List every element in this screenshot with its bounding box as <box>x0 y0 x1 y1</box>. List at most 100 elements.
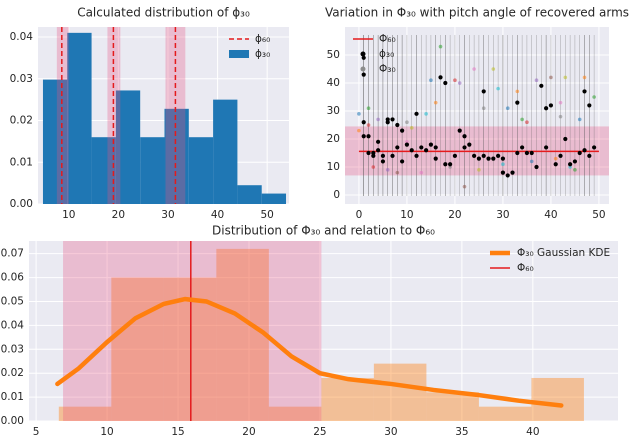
y-tick-label: 10 <box>327 161 340 173</box>
x-tick-label: 20 <box>448 209 461 221</box>
y-tick-label: 0.04 <box>1 319 25 331</box>
chart-title: Calculated distribution of ϕ₃₀ <box>77 6 250 20</box>
point <box>592 145 597 150</box>
point <box>592 95 596 99</box>
x-tick-label: 10 <box>400 209 413 221</box>
point <box>443 162 448 167</box>
point <box>481 89 486 94</box>
x-tick-label: 40 <box>544 209 557 221</box>
legend-label: Φ₃₀ <box>379 63 396 75</box>
point <box>371 153 376 158</box>
x-tick-label: 40 <box>211 209 224 221</box>
point <box>587 153 592 158</box>
point <box>395 170 400 175</box>
y-tick-label: 0.02 <box>1 367 24 379</box>
point <box>553 156 558 161</box>
point <box>568 162 573 167</box>
chart-title: Distribution of Φ₃₀ and relation to Φ₆₀ <box>212 224 435 238</box>
point <box>453 78 457 83</box>
point <box>457 128 462 133</box>
point <box>515 100 520 105</box>
histogram-bar <box>237 185 262 204</box>
point <box>476 156 482 161</box>
point <box>577 117 582 122</box>
histogram-bar <box>321 377 374 421</box>
histogram-bar <box>188 137 214 204</box>
x-tick-label: 30 <box>384 426 397 438</box>
legend-swatch <box>229 50 249 58</box>
point <box>404 142 410 147</box>
point <box>534 78 539 83</box>
y-tick-label: 0.03 <box>1 343 24 355</box>
chart-title: Variation in Φ₃₀ with pitch angle of rec… <box>325 6 629 20</box>
point <box>380 153 386 158</box>
point <box>582 148 587 153</box>
point <box>429 78 433 83</box>
histogram-bar <box>268 406 322 421</box>
x-tick-label: 0 <box>356 209 363 221</box>
point <box>385 168 390 172</box>
point <box>457 81 462 85</box>
point <box>376 139 381 144</box>
histogram-bar <box>216 248 269 421</box>
legend-swatch <box>360 66 366 72</box>
point <box>409 126 414 130</box>
y-tick-label: 0.06 <box>1 272 25 284</box>
point <box>448 162 453 167</box>
point <box>496 153 501 158</box>
kde-line <box>55 296 564 408</box>
point <box>524 150 530 156</box>
legend-label: ϕ₆₀ <box>255 33 270 45</box>
point <box>361 120 366 125</box>
y-tick-label: 0.01 <box>1 391 24 403</box>
point <box>520 117 524 122</box>
point <box>419 170 424 175</box>
point <box>568 165 572 169</box>
point <box>500 156 506 161</box>
point <box>361 72 366 77</box>
point <box>481 153 486 158</box>
y-tick-label: 30 <box>327 105 340 117</box>
point <box>405 140 409 144</box>
x-tick-label: 15 <box>171 426 184 438</box>
point <box>452 153 458 158</box>
point <box>573 168 577 172</box>
point <box>558 100 563 105</box>
point <box>472 153 477 158</box>
point <box>371 165 376 169</box>
y-tick-label: 0.00 <box>1 415 24 427</box>
point <box>529 150 534 156</box>
point <box>433 145 438 150</box>
point <box>376 117 380 122</box>
point <box>419 145 424 150</box>
point <box>577 150 582 156</box>
point <box>390 117 395 122</box>
point <box>438 44 443 49</box>
point <box>491 156 496 161</box>
x-tick-label: 20 <box>242 426 255 438</box>
point <box>357 128 361 133</box>
point <box>525 120 529 125</box>
point <box>572 159 578 164</box>
y-tick-label: 0.01 <box>10 156 33 168</box>
histogram-bar <box>213 99 238 204</box>
point <box>529 159 534 164</box>
legend-label: Φ₆₀ <box>517 262 534 274</box>
legend-swatch <box>360 51 366 57</box>
point <box>385 117 390 122</box>
point <box>361 55 366 60</box>
histogram-bar <box>115 90 141 204</box>
plot-background <box>29 241 618 421</box>
point <box>414 111 419 116</box>
point <box>534 164 539 170</box>
point <box>395 122 400 128</box>
x-tick-label: 5 <box>33 426 40 438</box>
point <box>366 134 371 139</box>
point <box>496 86 500 91</box>
point <box>357 112 361 116</box>
point <box>563 75 568 80</box>
x-tick-label: 25 <box>313 426 326 438</box>
histogram-bar <box>58 406 112 421</box>
histogram-bar <box>478 406 532 421</box>
